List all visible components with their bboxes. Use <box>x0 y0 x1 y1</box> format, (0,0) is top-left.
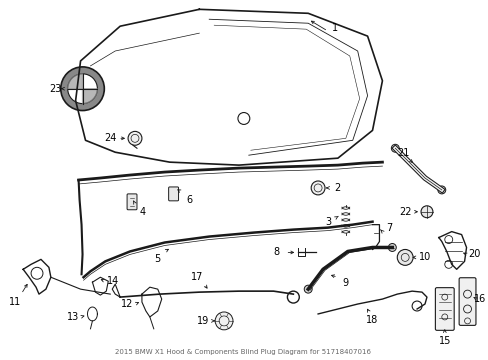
Text: 14: 14 <box>107 276 119 286</box>
FancyBboxPatch shape <box>127 194 137 210</box>
Text: 19: 19 <box>197 316 209 326</box>
Circle shape <box>67 74 97 104</box>
Text: 12: 12 <box>121 299 133 309</box>
Text: 17: 17 <box>191 272 203 282</box>
Text: 10: 10 <box>418 252 430 262</box>
Text: 13: 13 <box>66 312 79 322</box>
Text: 7: 7 <box>386 222 392 233</box>
Circle shape <box>420 206 432 218</box>
Text: 21: 21 <box>396 148 408 158</box>
Text: 2: 2 <box>333 183 339 193</box>
Text: 6: 6 <box>186 195 192 205</box>
Text: 5: 5 <box>154 255 161 264</box>
Circle shape <box>304 285 311 293</box>
FancyBboxPatch shape <box>168 187 178 201</box>
Text: 18: 18 <box>366 315 378 325</box>
Circle shape <box>128 131 142 145</box>
Text: 2015 BMW X1 Hood & Components Blind Plug Diagram for 51718407016: 2015 BMW X1 Hood & Components Blind Plug… <box>115 348 370 355</box>
Text: 3: 3 <box>324 217 330 227</box>
Text: 11: 11 <box>9 297 21 307</box>
Text: 16: 16 <box>473 294 486 304</box>
Text: 9: 9 <box>342 278 348 288</box>
Text: 23: 23 <box>50 84 62 94</box>
Circle shape <box>387 243 395 251</box>
Text: 15: 15 <box>438 336 450 346</box>
FancyBboxPatch shape <box>434 288 453 330</box>
Text: 22: 22 <box>398 207 410 217</box>
Circle shape <box>437 186 445 194</box>
Polygon shape <box>67 74 82 89</box>
FancyBboxPatch shape <box>458 278 475 325</box>
Circle shape <box>396 249 412 265</box>
Text: 8: 8 <box>273 247 279 257</box>
Circle shape <box>310 181 325 195</box>
Text: 4: 4 <box>140 207 146 217</box>
Circle shape <box>215 312 232 330</box>
Circle shape <box>61 67 104 111</box>
Text: 24: 24 <box>104 133 116 143</box>
Polygon shape <box>82 89 97 104</box>
Text: 20: 20 <box>468 249 480 260</box>
Circle shape <box>390 144 398 152</box>
Text: 1: 1 <box>331 23 337 33</box>
